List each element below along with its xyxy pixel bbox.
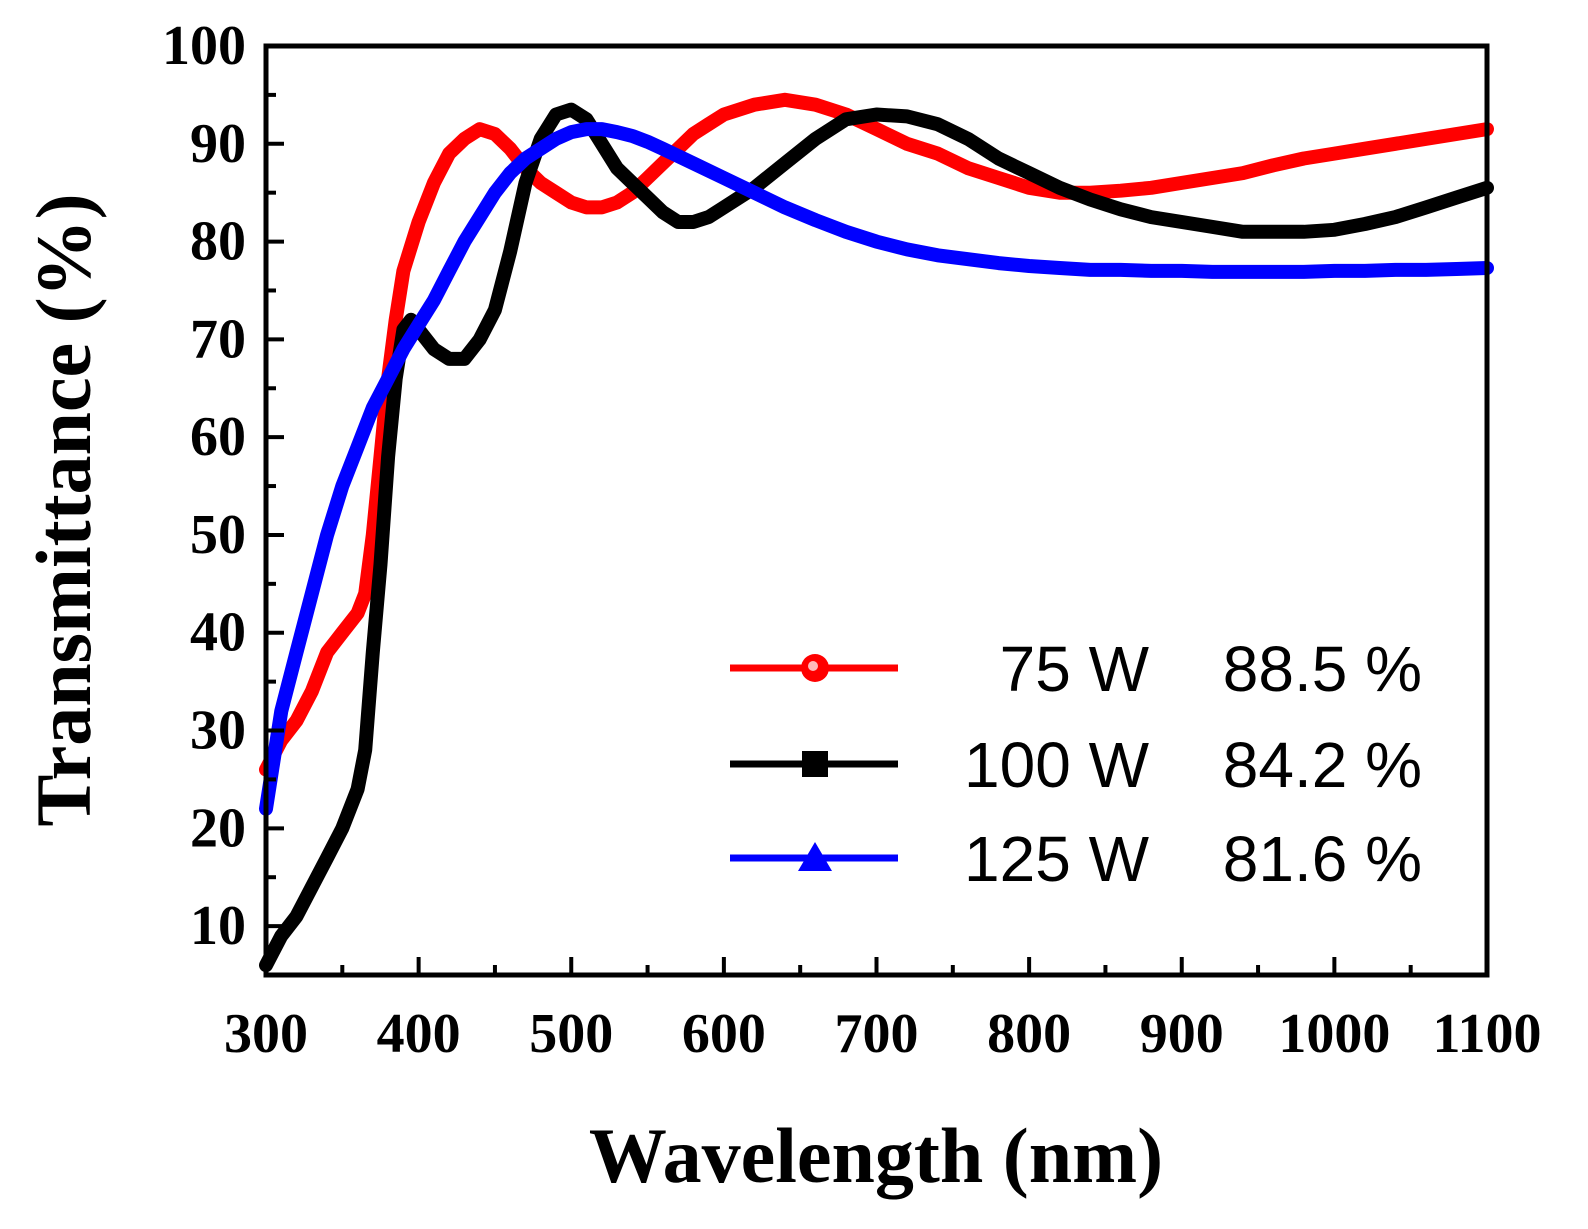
x-tick-label: 700 bbox=[835, 1003, 919, 1065]
legend-series-value: 84.2 % bbox=[1223, 729, 1422, 801]
y-axis-title: Transmittance (%) bbox=[20, 193, 107, 826]
y-tick-label: 10 bbox=[190, 895, 246, 957]
legend-item: 125 W 81.6 % bbox=[730, 823, 1422, 895]
series-layer bbox=[259, 92, 1494, 973]
legend-series-value: 88.5 % bbox=[1223, 633, 1422, 705]
y-tick-label: 40 bbox=[190, 602, 246, 664]
y-tick-label: 90 bbox=[190, 113, 246, 175]
y-tick-label: 60 bbox=[190, 406, 246, 468]
x-tick-label: 900 bbox=[1140, 1003, 1224, 1065]
y-tick-label: 50 bbox=[190, 504, 246, 566]
y-tick-label: 30 bbox=[190, 700, 246, 762]
legend-item: 100 W 84.2 % bbox=[730, 729, 1422, 801]
legend-series-name: 75 W bbox=[1000, 633, 1150, 705]
legend: 75 W 88.5 % 100 W 84.2 % 125 W 81.6 % bbox=[730, 633, 1422, 895]
legend-series-value: 81.6 % bbox=[1223, 823, 1422, 895]
y-tick-label: 80 bbox=[190, 211, 246, 273]
ticks-layer bbox=[264, 44, 1489, 975]
legend-series-name: 100 W bbox=[964, 729, 1150, 801]
y-tick-label: 20 bbox=[190, 797, 246, 859]
x-tick-label: 1100 bbox=[1433, 1003, 1542, 1065]
y-tick-label: 70 bbox=[190, 308, 246, 370]
x-tick-label: 300 bbox=[224, 1003, 308, 1065]
x-tick-label: 400 bbox=[377, 1003, 461, 1065]
legend-item: 75 W 88.5 % bbox=[730, 633, 1422, 705]
series-line-100w bbox=[259, 102, 1494, 973]
legend-series-name: 125 W bbox=[964, 823, 1150, 895]
x-tick-label: 600 bbox=[682, 1003, 766, 1065]
x-tick-label: 500 bbox=[529, 1003, 613, 1065]
x-axis-title: Wavelength (nm) bbox=[589, 1112, 1163, 1199]
legend-marker-square bbox=[802, 751, 828, 777]
x-tick-labels: 300 400 500 600 700 800 900 1000 1100 bbox=[224, 1003, 1541, 1065]
legend-marker-highlight bbox=[808, 661, 818, 671]
legend-marker-triangle bbox=[798, 842, 832, 871]
series-line-75w bbox=[259, 92, 1494, 777]
series-line-125w bbox=[259, 122, 1494, 816]
x-tick-label: 1000 bbox=[1278, 1003, 1390, 1065]
y-tick-labels: 10 20 30 40 50 60 70 80 90 100 bbox=[162, 15, 246, 957]
y-tick-label: 100 bbox=[162, 15, 246, 77]
x-tick-label: 800 bbox=[987, 1003, 1071, 1065]
